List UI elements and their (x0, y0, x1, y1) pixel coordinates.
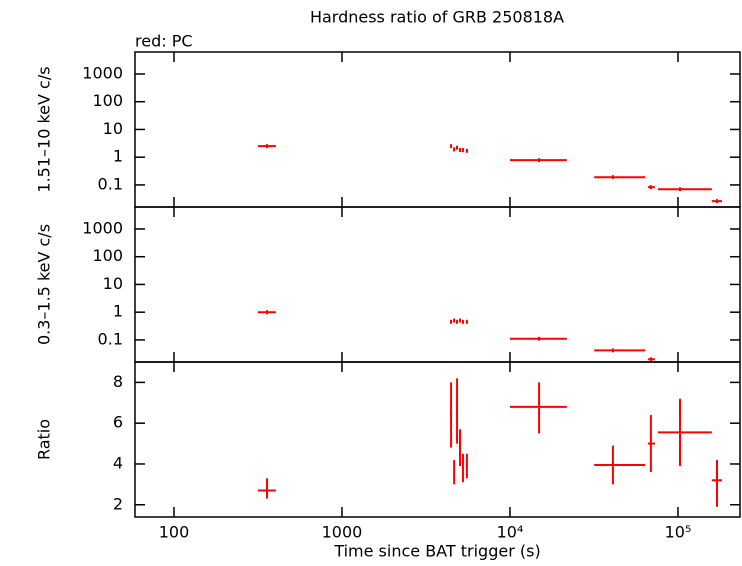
chart-subtitle: red: PC (135, 32, 193, 51)
x-tick-label: 10⁵ (665, 523, 692, 542)
y-tick-label: 0.1 (98, 329, 123, 348)
y-axis-label: 1.51–10 keV c/s (35, 66, 54, 192)
y-tick-label: 2 (113, 494, 123, 513)
plot-frame (134, 361, 741, 518)
x-tick-label: 1000 (322, 523, 363, 542)
x-axis-label: Time since BAT trigger (s) (333, 542, 540, 561)
y-tick-label: 6 (113, 413, 123, 432)
y-tick-label: 1000 (82, 218, 123, 237)
y-axis-label: 0.3–1.5 keV c/s (35, 224, 54, 345)
y-tick-label: 1000 (82, 63, 123, 82)
y-axis-label: Ratio (35, 419, 54, 460)
plot-frame (134, 51, 741, 208)
y-tick-label: 100 (92, 91, 123, 110)
y-tick-label: 1 (113, 147, 123, 166)
y-tick-label: 10 (103, 274, 123, 293)
x-tick-label: 100 (159, 523, 190, 542)
chart-title: Hardness ratio of GRB 250818A (310, 8, 564, 27)
y-tick-label: 4 (113, 453, 123, 472)
y-tick-label: 1 (113, 302, 123, 321)
y-tick-label: 0.1 (98, 174, 123, 193)
plot-frame (134, 206, 741, 363)
y-tick-label: 10 (103, 119, 123, 138)
y-tick-label: 8 (113, 372, 123, 391)
x-tick-label: 10⁴ (497, 523, 524, 542)
y-tick-label: 100 (92, 246, 123, 265)
